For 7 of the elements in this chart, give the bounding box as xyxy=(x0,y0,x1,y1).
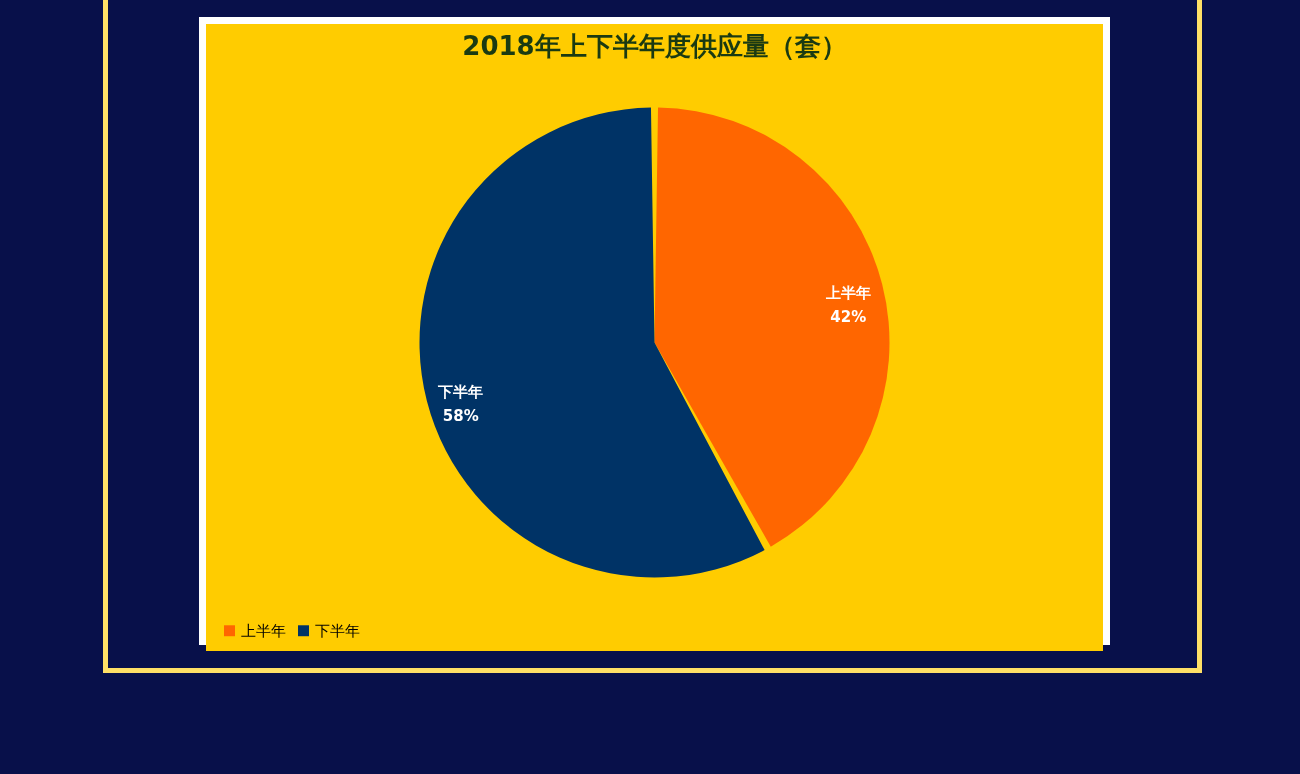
legend-label: 下半年 xyxy=(315,621,360,640)
chart-title: 2018年上下半年度供应量（套） xyxy=(462,31,847,61)
data-label: 58% xyxy=(442,407,479,426)
data-label: 42% xyxy=(830,307,867,326)
slice-label: 上半年 xyxy=(824,283,871,302)
slice-label: 下半年 xyxy=(437,383,484,402)
legend-label: 上半年 xyxy=(241,621,286,640)
